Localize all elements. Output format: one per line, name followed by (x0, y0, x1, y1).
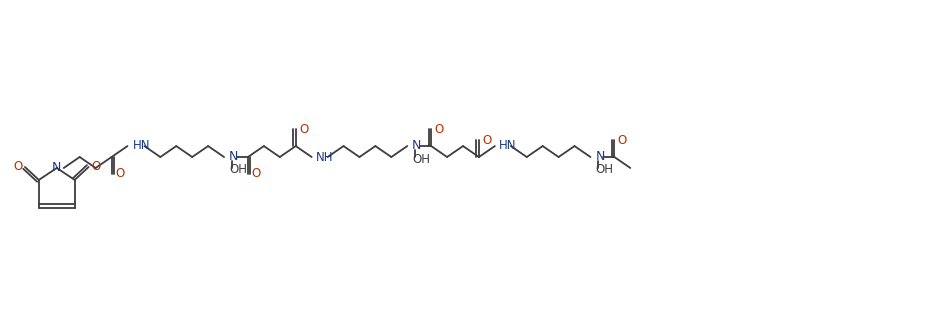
Text: O: O (91, 161, 100, 173)
Text: HN: HN (499, 139, 516, 151)
Text: OH: OH (412, 152, 430, 165)
Text: HN: HN (133, 139, 150, 151)
Text: O: O (482, 134, 492, 147)
Text: O: O (618, 134, 627, 147)
Text: O: O (435, 123, 444, 136)
Text: OH: OH (596, 163, 613, 176)
Text: N: N (412, 139, 422, 151)
Text: O: O (13, 161, 22, 173)
Text: NH: NH (316, 151, 333, 163)
Text: O: O (252, 167, 261, 181)
Text: N: N (229, 150, 238, 162)
Text: O: O (115, 167, 124, 181)
Text: O: O (299, 123, 309, 136)
Text: N: N (52, 162, 62, 174)
Text: OH: OH (229, 163, 247, 176)
Text: N: N (596, 150, 605, 162)
